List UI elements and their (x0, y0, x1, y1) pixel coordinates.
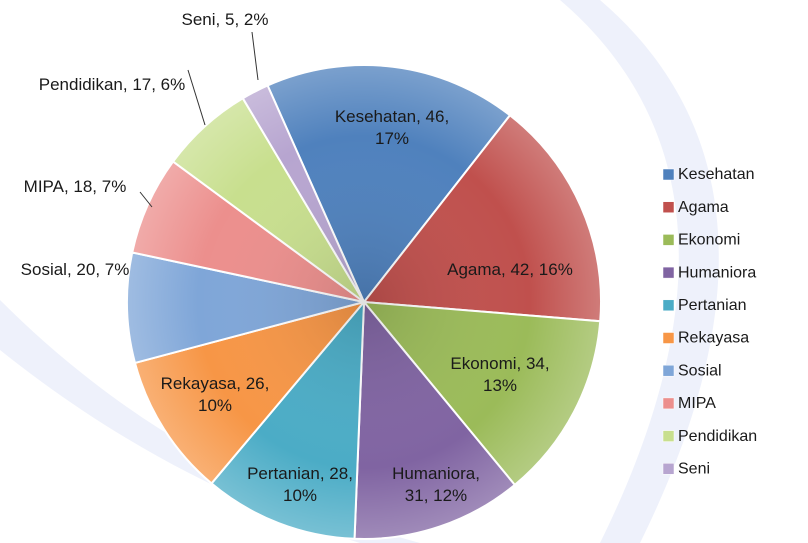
data-label: Ekonomi, 34, 13% (450, 354, 550, 395)
data-label: Sosial, 20, 7% (20, 260, 130, 279)
legend-swatch (662, 168, 675, 181)
watermark (560, 0, 719, 543)
legend-label: Seni (678, 461, 710, 478)
legend-label: Pendidikan (678, 428, 757, 445)
data-label: Seni, 5, 2% (181, 10, 269, 29)
legend-label: Kesehatan (678, 166, 755, 183)
legend-label: Humaniora (678, 264, 756, 281)
legend-label: Agama (678, 199, 729, 216)
leader-line (251, 31, 259, 81)
legend-swatch (662, 430, 675, 442)
leader-line (187, 69, 206, 126)
legend-label: Pertanian (678, 297, 747, 314)
leader-line (139, 191, 153, 208)
data-label: Pendidikan, 17, 6% (38, 75, 186, 94)
data-label: Humaniora, 31, 12% (392, 464, 480, 505)
legend-label: MIPA (678, 395, 716, 412)
legend-label: Ekonomi (678, 232, 740, 249)
legend-swatch (662, 234, 675, 246)
data-label: Kesehatan, 46, 17% (334, 107, 450, 148)
legend-swatch (662, 299, 675, 312)
legend-swatch (662, 332, 675, 344)
legend-swatch (662, 364, 675, 377)
data-label: Agama, 42, 16% (447, 260, 573, 279)
data-label: Rekayasa, 26, 10% (160, 374, 270, 415)
legend-swatch (662, 266, 675, 279)
legend-label: Rekayasa (678, 330, 749, 347)
legend-swatch (662, 463, 675, 475)
legend-swatch (662, 397, 675, 410)
legend-swatch (662, 201, 675, 213)
data-label: Pertanian, 28, 10% (247, 464, 353, 505)
data-label: MIPA, 18, 7% (23, 177, 127, 196)
legend-label: Sosial (678, 362, 722, 379)
